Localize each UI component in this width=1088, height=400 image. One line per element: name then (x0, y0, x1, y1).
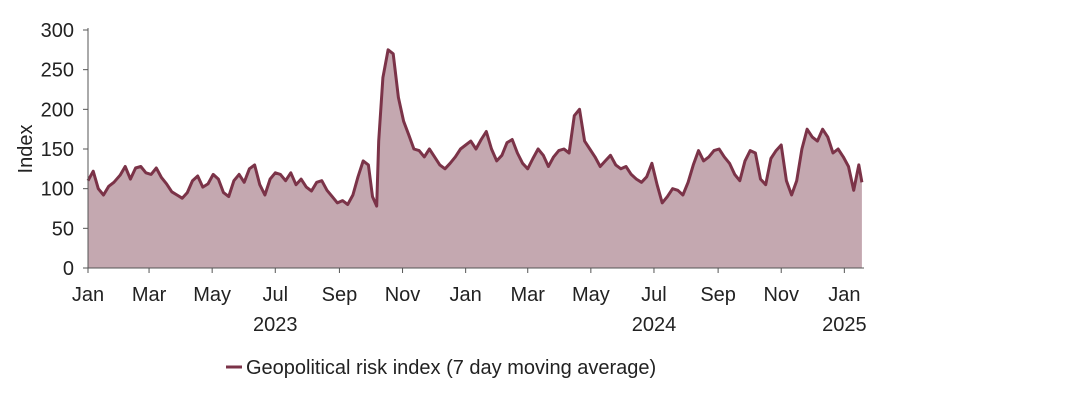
y-tick-label: 200 (41, 99, 74, 121)
series-area-fill (88, 49, 862, 268)
x-year-label: 2025 (822, 314, 867, 336)
x-tick-label: Mar (511, 284, 546, 306)
x-tick-label: Sep (322, 284, 358, 306)
y-tick-label: 0 (63, 258, 74, 280)
x-tick-label: Mar (132, 284, 167, 306)
y-axis-ticks: 0 50 100 150 200 250 300 (41, 20, 88, 280)
y-tick-label: 300 (41, 20, 74, 42)
y-axis-title: Index (15, 125, 37, 174)
y-tick-label: 250 (41, 60, 74, 82)
x-tick-label: May (193, 284, 231, 306)
x-tick-label: Jan (72, 284, 104, 306)
legend-label: Geopolitical risk index (7 day moving av… (246, 357, 656, 379)
legend: Geopolitical risk index (7 day moving av… (226, 357, 656, 379)
x-axis-ticks: Jan Mar May Jul Sep Nov Jan Mar May Jul Sep Nov Jan (72, 268, 860, 306)
plot-area (86, 48, 864, 268)
x-tick-label: Jan (828, 284, 860, 306)
y-tick-label: 50 (52, 218, 74, 240)
x-tick-label: Jul (641, 284, 667, 306)
series-line (86, 48, 864, 208)
y-tick-label: 100 (41, 179, 74, 201)
y-tick-label: 150 (41, 139, 74, 161)
x-tick-label: Sep (700, 284, 736, 306)
x-tick-label: May (572, 284, 610, 306)
x-tick-label: Jul (262, 284, 288, 306)
x-year-label: 2023 (253, 314, 298, 336)
x-tick-label: Jan (450, 284, 482, 306)
x-tick-label: Nov (385, 284, 421, 306)
x-axis-year-labels: 2023 2024 2025 (253, 314, 867, 336)
x-year-label: 2024 (632, 314, 677, 336)
x-tick-label: Nov (763, 284, 799, 306)
